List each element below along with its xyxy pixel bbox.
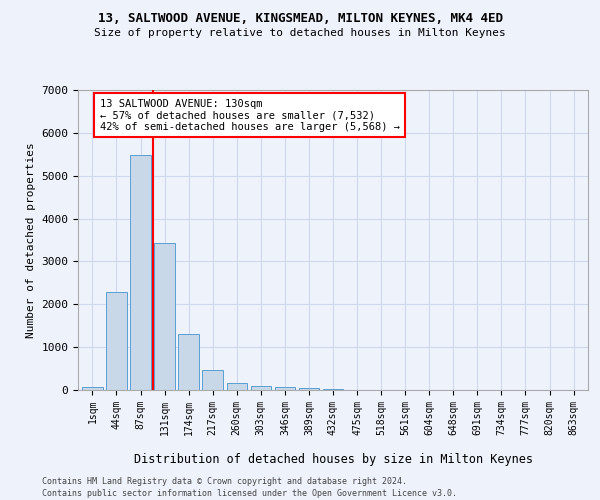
Bar: [275, 388, 295, 390]
Bar: [251, 386, 271, 390]
Y-axis label: Number of detached properties: Number of detached properties: [26, 142, 36, 338]
Bar: [106, 292, 127, 390]
Text: Size of property relative to detached houses in Milton Keynes: Size of property relative to detached ho…: [94, 28, 506, 38]
Bar: [154, 242, 175, 390]
Text: 13, SALTWOOD AVENUE, KINGSMEAD, MILTON KEYNES, MK4 4ED: 13, SALTWOOD AVENUE, KINGSMEAD, MILTON K…: [97, 12, 503, 26]
Bar: [323, 388, 343, 390]
Bar: [82, 386, 103, 390]
Bar: [227, 384, 247, 390]
Bar: [202, 370, 223, 390]
Text: Distribution of detached houses by size in Milton Keynes: Distribution of detached houses by size …: [134, 452, 533, 466]
Bar: [299, 388, 319, 390]
Text: Contains HM Land Registry data © Crown copyright and database right 2024.: Contains HM Land Registry data © Crown c…: [42, 478, 407, 486]
Text: 13 SALTWOOD AVENUE: 130sqm
← 57% of detached houses are smaller (7,532)
42% of s: 13 SALTWOOD AVENUE: 130sqm ← 57% of deta…: [100, 98, 400, 132]
Bar: [130, 155, 151, 390]
Text: Contains public sector information licensed under the Open Government Licence v3: Contains public sector information licen…: [42, 489, 457, 498]
Bar: [178, 334, 199, 390]
